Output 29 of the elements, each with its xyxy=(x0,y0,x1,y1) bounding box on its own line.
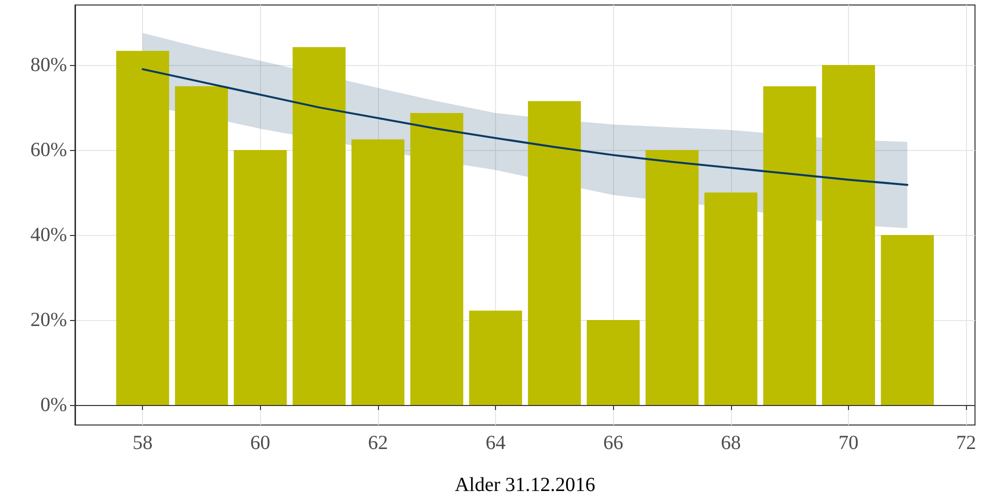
bar xyxy=(116,50,170,406)
bar xyxy=(234,150,287,406)
bar xyxy=(646,150,699,406)
x-tick-label: 72 xyxy=(956,432,976,454)
bar xyxy=(410,112,464,406)
y-tick-label: 20% xyxy=(30,309,67,331)
x-tick-label: 68 xyxy=(720,432,741,454)
bar xyxy=(763,86,816,406)
x-tick-label: 70 xyxy=(838,432,859,454)
bar xyxy=(351,139,404,406)
y-tick-label: 40% xyxy=(30,224,67,246)
bar xyxy=(175,86,228,406)
y-tick-label: 80% xyxy=(30,54,67,76)
x-tick-label: 60 xyxy=(250,432,270,454)
bar xyxy=(586,320,640,406)
x-axis-title: Alder 31.12.2016 xyxy=(454,474,596,496)
x-tick-label: 66 xyxy=(603,432,624,454)
bar xyxy=(469,310,522,406)
bar xyxy=(528,101,581,406)
bar xyxy=(292,47,346,406)
x-tick-label: 64 xyxy=(486,432,506,454)
line-series xyxy=(142,68,908,186)
bar xyxy=(880,234,934,406)
bar xyxy=(822,64,875,406)
y-tick-label: 0% xyxy=(40,394,67,416)
y-tick-label: 60% xyxy=(30,138,67,161)
bar xyxy=(704,192,758,406)
x-tick-label: 62 xyxy=(368,432,388,454)
x-tick-label: 58 xyxy=(132,432,153,454)
